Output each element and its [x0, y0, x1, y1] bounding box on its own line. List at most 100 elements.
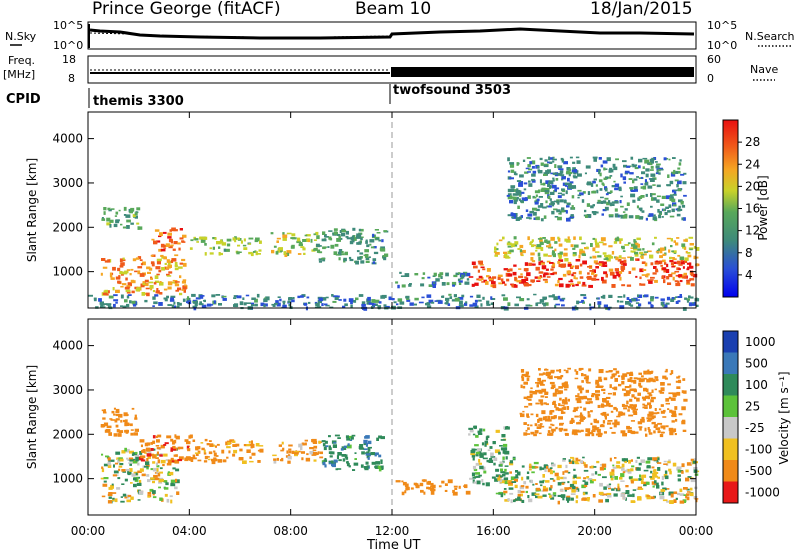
- data-cell: [686, 491, 691, 493]
- data-cell: [686, 280, 690, 284]
- velocity-ylabel: Slant Range [km]: [25, 365, 39, 469]
- data-cell: [581, 484, 586, 489]
- data-cell: [271, 303, 276, 306]
- velocity-cb-label: 500: [745, 356, 768, 370]
- data-cell: [509, 200, 514, 204]
- data-cell: [345, 230, 349, 235]
- data-cell: [636, 377, 641, 380]
- data-cell: [569, 185, 574, 189]
- data-cell: [358, 294, 364, 297]
- data-cell: [661, 216, 664, 218]
- data-cell: [589, 479, 594, 484]
- data-cell: [685, 477, 690, 482]
- data-cell: [602, 160, 608, 164]
- data-cell: [315, 231, 319, 235]
- data-cell: [167, 236, 172, 239]
- data-cell: [316, 235, 320, 240]
- data-cell: [603, 431, 607, 434]
- data-cell: [540, 260, 544, 263]
- data-cell: [171, 304, 174, 308]
- data-cell: [639, 385, 643, 388]
- data-cell: [316, 306, 322, 309]
- data-cell: [250, 440, 253, 444]
- data-cell: [601, 276, 604, 281]
- data-cell: [397, 298, 403, 302]
- data-cell: [509, 471, 512, 474]
- data-cell: [147, 455, 151, 459]
- data-cell: [544, 239, 548, 243]
- data-cell: [649, 169, 654, 171]
- data-cell: [652, 473, 657, 477]
- data-cell: [383, 230, 387, 233]
- data-cell: [630, 480, 634, 484]
- data-cell: [672, 204, 677, 207]
- data-cell: [329, 455, 333, 458]
- data-cell: [608, 404, 613, 408]
- data-cell: [439, 272, 444, 276]
- data-cell: [684, 257, 689, 261]
- data-cell: [440, 275, 443, 279]
- data-cell: [626, 202, 630, 206]
- data-cell: [521, 373, 526, 377]
- data-cell: [111, 410, 115, 414]
- data-cell: [617, 483, 620, 488]
- data-cell: [608, 215, 614, 218]
- data-cell: [561, 210, 565, 213]
- data-cell: [523, 422, 527, 425]
- data-cell: [192, 457, 197, 460]
- data-cell: [172, 440, 175, 445]
- data-cell: [549, 467, 553, 469]
- data-cell: [524, 171, 529, 174]
- data-cell: [181, 240, 185, 243]
- data-cell: [99, 301, 104, 305]
- data-cell: [516, 180, 522, 182]
- data-cell: [671, 265, 675, 268]
- data-cell: [470, 453, 476, 456]
- data-cell: [575, 500, 578, 504]
- data-cell: [605, 370, 609, 373]
- data-cell: [313, 239, 317, 241]
- data-cell: [664, 262, 667, 265]
- data-cell: [423, 491, 426, 495]
- data-cell: [562, 494, 566, 497]
- data-cell: [643, 377, 647, 380]
- data-cell: [517, 493, 521, 497]
- data-cell: [665, 368, 668, 373]
- data-cell: [648, 280, 652, 284]
- data-cell: [670, 397, 676, 401]
- data-cell: [606, 413, 609, 416]
- data-cell: [179, 228, 183, 231]
- data-cell: [130, 222, 134, 225]
- data-cell: [581, 250, 585, 253]
- data-cell: [169, 495, 173, 498]
- data-cell: [195, 452, 199, 456]
- data-cell: [608, 483, 612, 486]
- data-cell: [657, 467, 661, 471]
- data-cell: [112, 287, 115, 291]
- data-cell: [122, 257, 125, 260]
- data-cell: [605, 273, 608, 278]
- ytick-label: 2000: [52, 220, 83, 234]
- data-cell: [585, 378, 589, 382]
- data-cell: [681, 274, 684, 277]
- data-cell: [677, 208, 683, 211]
- data-cell: [276, 250, 280, 253]
- data-cell: [668, 204, 672, 208]
- data-cell: [669, 256, 672, 260]
- data-cell: [604, 168, 608, 170]
- data-cell: [529, 466, 532, 468]
- data-cell: [570, 456, 574, 459]
- data-cell: [634, 396, 637, 400]
- data-cell: [500, 471, 506, 474]
- data-cell: [603, 167, 606, 171]
- data-cell: [591, 393, 596, 396]
- data-cell: [549, 157, 554, 160]
- data-cell: [589, 256, 592, 259]
- data-cell: [291, 244, 295, 249]
- data-cell: [543, 302, 546, 307]
- data-cell: [490, 298, 496, 300]
- data-cell: [614, 476, 618, 480]
- data-cell: [596, 201, 601, 204]
- data-cell: [337, 468, 342, 470]
- data-cell: [263, 303, 268, 307]
